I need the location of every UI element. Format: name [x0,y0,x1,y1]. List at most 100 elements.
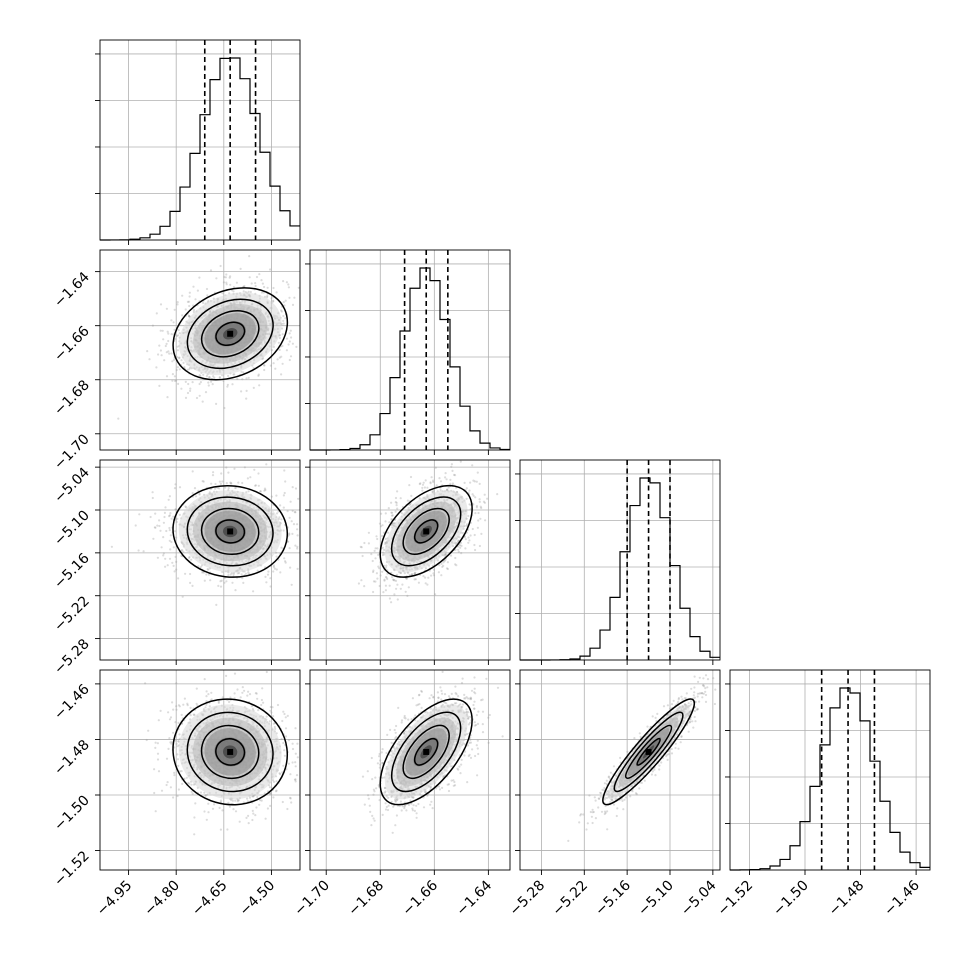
sample-point [467,514,470,518]
sample-point [203,810,206,813]
sample-point [432,480,435,484]
sample-point [215,603,218,607]
sample-point [451,482,454,485]
sample-point [393,579,396,582]
sample-point [219,264,222,268]
sample-point [484,519,487,522]
sample-point [226,385,229,388]
sample-point [287,343,290,346]
sample-point [374,547,377,550]
sample-point [390,514,394,517]
sample-point [432,574,436,577]
sample-point [202,301,205,304]
sample-point [185,776,188,779]
sample-point [176,345,179,348]
sample-point [256,795,259,799]
sample-point [227,374,230,377]
sample-point [158,384,161,387]
sample-point [225,466,228,469]
hist-3-frame [519,459,721,661]
sample-point [445,478,448,481]
sample-point [374,580,377,583]
sample-point [282,314,285,318]
sample-point [247,571,250,574]
sample-point [175,742,178,746]
sample-point [187,300,191,303]
sample-point [175,520,178,524]
sample-point [478,544,481,548]
sample-point [167,339,170,343]
sample-point [158,344,161,347]
sample-point [291,532,294,536]
sample-point [231,581,234,584]
sample-point [426,486,429,489]
sample-point [229,481,232,484]
sample-point [173,487,177,490]
sample-point [437,571,440,574]
hist-2-frame [309,249,511,451]
sample-point [465,523,469,526]
sample-point [375,572,378,575]
hist-panel-2 [305,250,510,455]
sample-point [176,356,179,359]
sample-point [162,338,165,341]
sample-point [237,481,240,484]
sample-point [360,579,363,582]
sample-point [207,381,210,384]
sample-point [213,376,216,379]
sample-point [178,486,182,489]
sample-point [439,480,443,483]
sample-point [246,477,249,480]
sample-point [167,350,170,353]
sample-point [269,585,272,588]
sample-point [384,520,387,523]
sample-point [202,373,205,376]
sample-point [379,574,382,577]
sample-point [208,376,211,379]
sample-point [480,532,483,536]
sample-point [289,566,292,569]
sample-point [422,481,425,484]
sample-point [174,508,177,511]
sample-point [181,549,184,552]
sample-point [188,368,191,371]
sample-point [388,597,391,600]
sample-point [280,355,283,358]
sample-point [378,584,381,588]
sample-point [467,541,470,544]
sample-point [207,802,210,805]
sample-point [227,471,230,474]
sample-point [410,494,413,497]
sample-point [188,315,191,318]
sample-point [263,368,266,372]
sample-point [223,581,226,584]
sample-point [282,280,285,283]
sample-point [164,344,167,348]
hist-panel-4 [725,670,930,875]
sample-point [191,470,194,473]
sample-point [171,360,174,363]
sample-point [286,714,289,718]
sample-point [390,601,393,604]
density-peak [227,330,234,337]
sample-point [217,584,220,588]
sample-point [440,562,443,566]
sample-point [244,572,248,575]
sample-point [219,585,223,588]
sample-point [218,480,221,483]
sample-point [257,484,260,487]
sample-point [188,295,191,298]
hist-panel-3 [515,460,720,665]
sample-point [190,558,193,561]
sample-point [168,514,171,517]
sample-point [207,299,210,303]
sample-point [270,349,274,352]
sample-point [180,359,183,362]
sample-point [280,373,283,376]
sample-point [225,283,228,286]
sample-point [225,674,228,678]
sample-point [295,345,298,348]
sample-point [424,576,427,579]
sample-point [198,492,201,495]
sample-point [198,382,201,386]
